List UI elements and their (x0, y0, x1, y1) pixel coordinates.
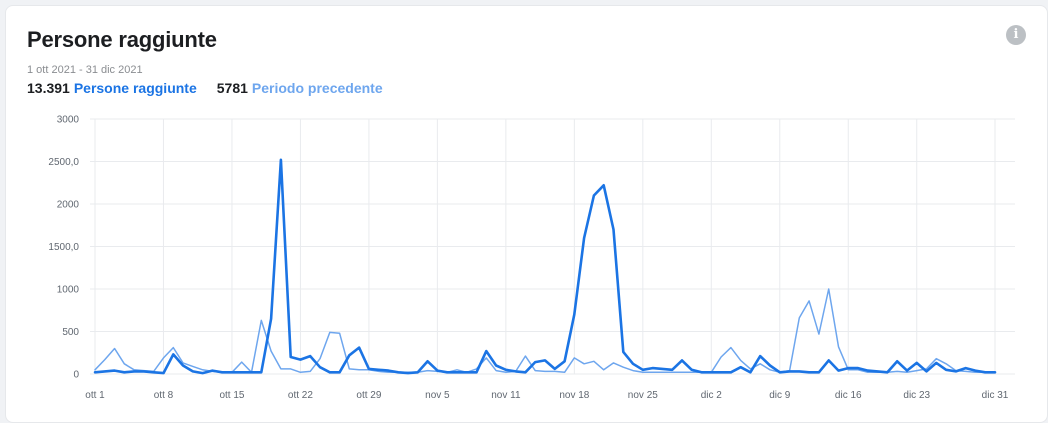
x-tick-label: ott 1 (85, 390, 105, 401)
x-tick-label: dic 16 (835, 390, 862, 401)
x-tick-label: nov 18 (559, 390, 589, 401)
x-tick-label: ott 22 (288, 390, 313, 401)
y-tick-label: 500 (62, 327, 79, 338)
x-tick-label: dic 9 (769, 390, 791, 401)
x-tick-label: nov 11 (491, 390, 521, 401)
x-tick-label: ott 8 (154, 390, 174, 401)
x-tick-label: nov 5 (425, 390, 450, 401)
y-tick-label: 2500,0 (48, 157, 79, 168)
summary-row: 13.391 Persone raggiunte 5781 Periodo prece… (27, 80, 383, 96)
series-line-current (93, 158, 997, 375)
x-tick-label: dic 31 (982, 390, 1009, 401)
y-tick-label: 1000 (57, 285, 80, 296)
y-tick-label: 1500,0 (48, 242, 79, 253)
date-range: 1 ott 2021 - 31 dic 2021 (27, 64, 143, 76)
x-tick-label: ott 29 (356, 390, 381, 401)
y-tick-label: 2000 (57, 200, 80, 211)
current-label: Persone raggiunte (73, 80, 197, 96)
info-icon[interactable]: i (1006, 25, 1026, 45)
x-tick-label: dic 2 (701, 390, 723, 401)
y-tick-label: 0 (73, 370, 79, 381)
current-value: 13.391 (27, 80, 70, 96)
y-tick-label: 3000 (57, 115, 80, 126)
card-title: Persone raggiunte (27, 27, 217, 52)
x-tick-label: dic 23 (903, 390, 930, 401)
previous-label: Periodo precedente (251, 80, 383, 96)
x-tick-label: ott 15 (219, 390, 244, 401)
series-line-previous (94, 288, 996, 374)
reach-card (5, 5, 1048, 423)
previous-value: 5781 (216, 80, 248, 96)
x-tick-label: nov 25 (628, 390, 658, 401)
